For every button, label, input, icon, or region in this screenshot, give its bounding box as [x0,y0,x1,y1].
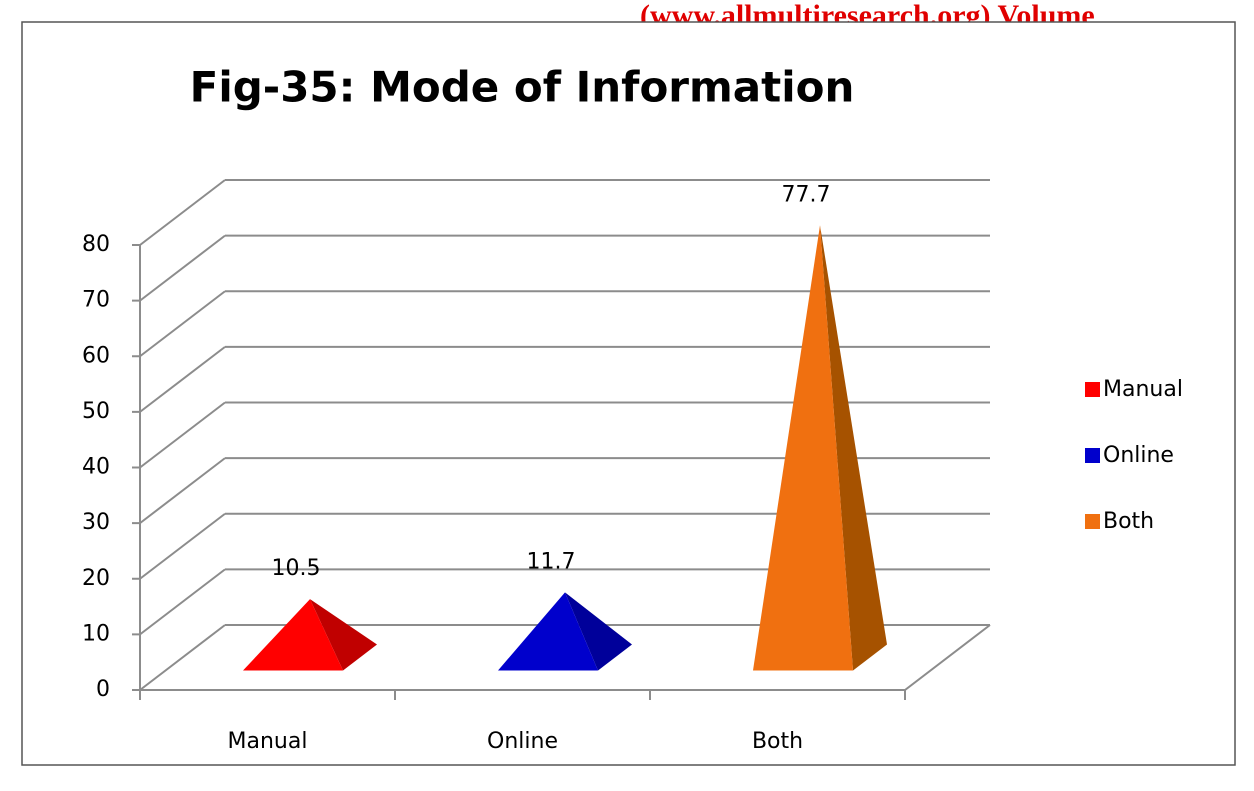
grid-line [139,512,226,580]
data-label: 11.7 [527,549,576,574]
legend-swatch [1085,514,1100,529]
chart-frame [21,21,1236,766]
y-tick-label: 50 [82,399,110,424]
data-label: 10.5 [272,556,321,581]
pyramid-front [753,225,853,671]
y-tick-label: 40 [82,455,110,480]
grid-line [139,568,226,636]
y-tick-label: 0 [96,677,110,702]
pyramid-front [243,599,343,671]
legend-label: Both [1103,509,1154,534]
grid-line [139,234,226,302]
x-tick-label: Both [752,729,803,754]
y-tick-label: 70 [82,288,110,313]
x-tick-label: Manual [228,729,308,754]
y-tick-label: 10 [82,621,110,646]
chart-title: Fig-35: Mode of Information [190,63,855,112]
pyramid-side [310,599,377,671]
grid-line [139,346,226,413]
y-tick-label: 20 [82,566,110,591]
pyramid-side [820,225,887,671]
y-tick-label: 30 [82,510,110,535]
data-label: 77.7 [782,182,831,207]
y-tick-label: 80 [82,232,110,257]
y-tick-label: 60 [82,343,110,368]
x-tick-label: Online [487,729,558,754]
grid-line [139,401,226,469]
grid-line [139,624,226,691]
grid-line [139,457,226,524]
grid-line [139,179,226,246]
pyramid-side [565,592,632,671]
grid-line [139,290,226,358]
legend-swatch [1085,382,1100,397]
legend-label: Manual [1103,377,1183,402]
pyramid-front [498,592,598,671]
legend-swatch [1085,448,1100,463]
legend-label: Online [1103,443,1174,468]
